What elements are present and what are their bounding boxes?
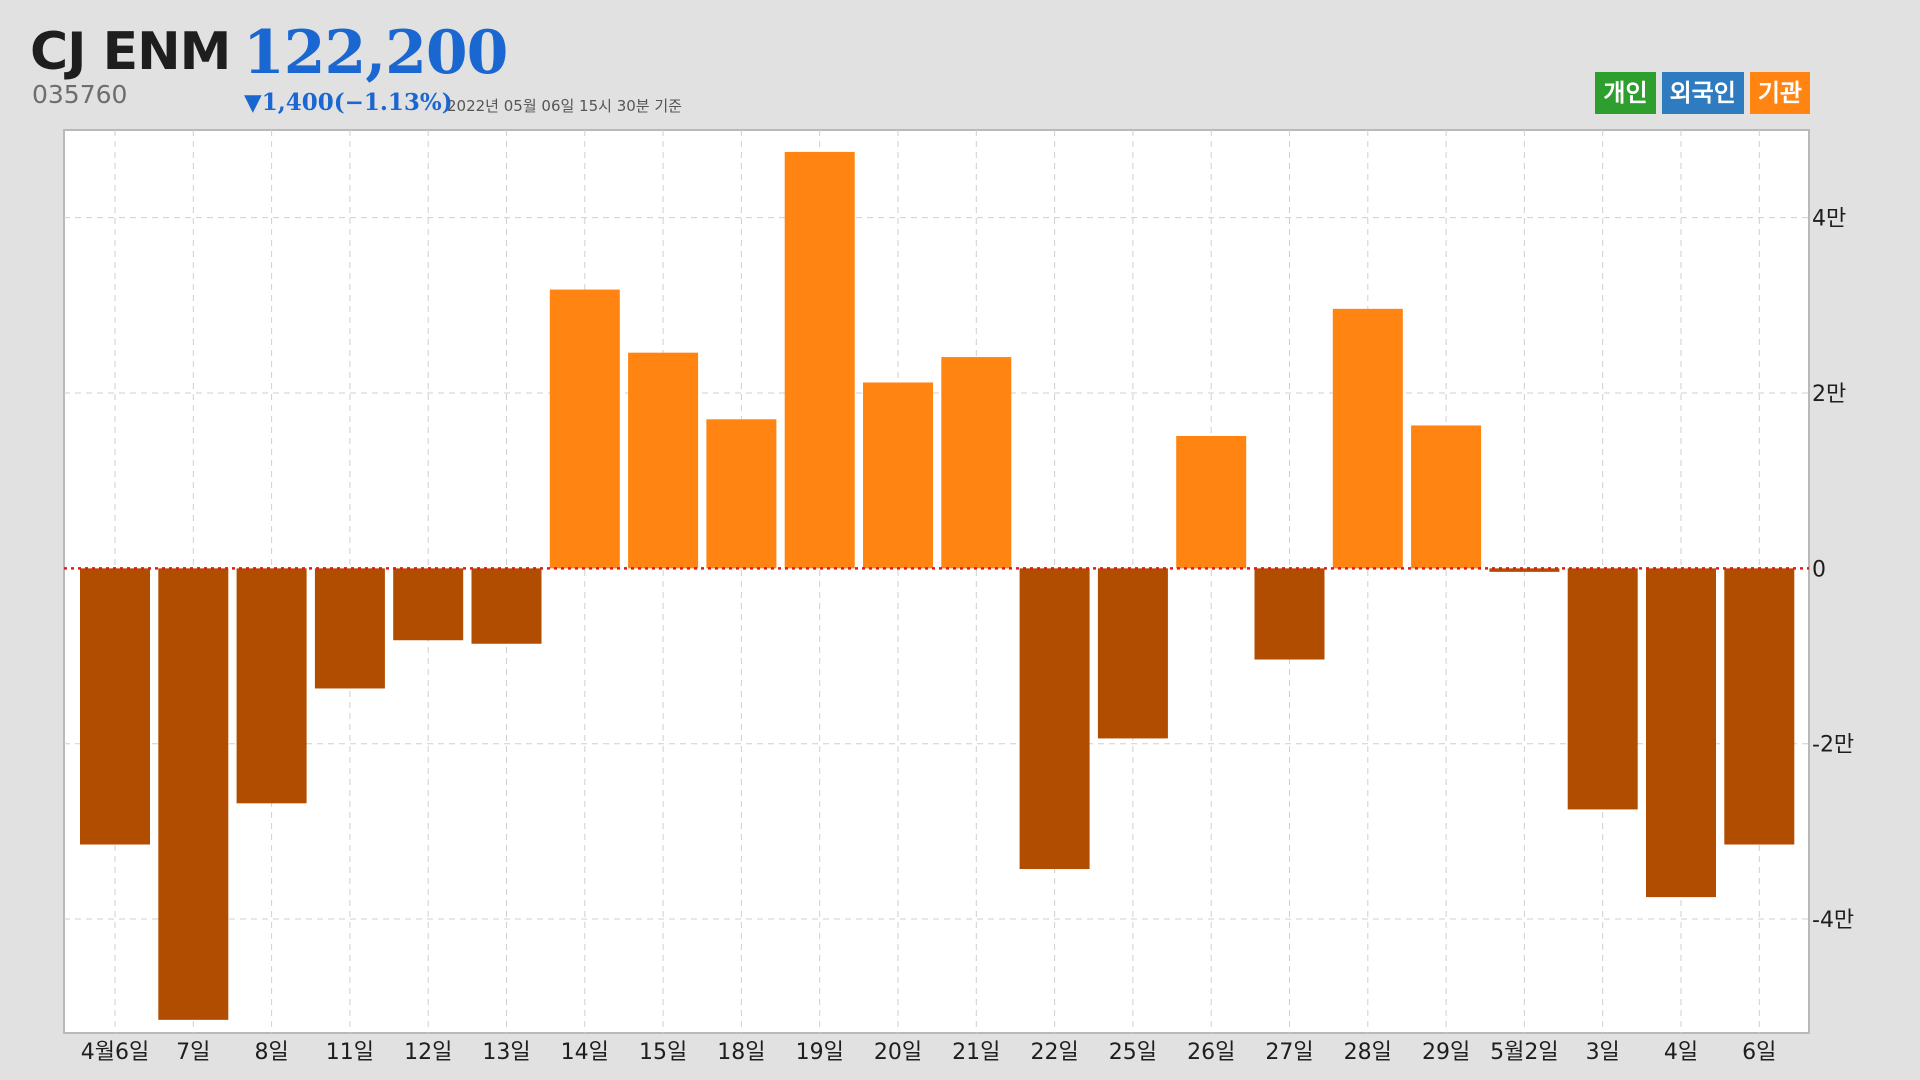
y-tick-label: 0 bbox=[1812, 557, 1826, 582]
legend-foreign[interactable]: 외국인 bbox=[1661, 72, 1744, 114]
bar-12일 bbox=[393, 568, 464, 641]
bar-15일 bbox=[628, 352, 699, 569]
x-tick-label: 7일 bbox=[176, 1040, 210, 1065]
x-tick-label: 6일 bbox=[1742, 1040, 1776, 1065]
x-tick-label: 13일 bbox=[482, 1040, 530, 1065]
stock-name: CJ ENM bbox=[30, 22, 231, 82]
bar-22일 bbox=[1019, 568, 1090, 870]
bar-5월2일 bbox=[1489, 568, 1560, 572]
bar-3일 bbox=[1567, 568, 1638, 810]
x-tick-label: 19일 bbox=[796, 1040, 844, 1065]
x-tick-label: 8일 bbox=[254, 1040, 288, 1065]
bar-6일 bbox=[1724, 568, 1795, 845]
stock-code: 035760 bbox=[32, 80, 128, 109]
x-tick-label: 3일 bbox=[1586, 1040, 1620, 1065]
legend-institution[interactable]: 기관 bbox=[1749, 72, 1810, 114]
bar-19일 bbox=[784, 151, 855, 569]
y-tick-label: -4만 bbox=[1812, 908, 1854, 933]
y-tick-label: 4만 bbox=[1812, 207, 1846, 232]
x-tick-label: 11일 bbox=[326, 1040, 374, 1065]
legend: 개인 외국인 기관 bbox=[1595, 72, 1810, 114]
x-tick-label: 22일 bbox=[1030, 1040, 1078, 1065]
bar-11일 bbox=[314, 568, 385, 689]
x-tick-label: 28일 bbox=[1344, 1040, 1392, 1065]
header: CJ ENM 035760 122,200 ▼1,400(−1.13%) 202… bbox=[0, 0, 1920, 130]
timestamp: 2022년 05월 06일 15시 30분 기준 bbox=[447, 97, 682, 115]
bar-27일 bbox=[1254, 568, 1325, 660]
bar-13일 bbox=[471, 568, 542, 644]
bar-25일 bbox=[1097, 568, 1168, 739]
bar-4월6일 bbox=[80, 568, 150, 845]
stock-price: 122,200 bbox=[243, 18, 508, 88]
y-tick-label: -2만 bbox=[1812, 733, 1854, 758]
legend-individual[interactable]: 개인 bbox=[1595, 72, 1656, 114]
x-tick-label: 5월2일 bbox=[1490, 1040, 1558, 1065]
bar-26일 bbox=[1176, 435, 1247, 569]
bar-8일 bbox=[236, 568, 307, 804]
x-tick-label: 27일 bbox=[1265, 1040, 1313, 1065]
x-tick-label: 20일 bbox=[874, 1040, 922, 1065]
x-tick-label: 15일 bbox=[639, 1040, 687, 1065]
x-tick-label: 4일 bbox=[1664, 1040, 1698, 1065]
bar-18일 bbox=[706, 419, 777, 569]
bar-28일 bbox=[1332, 308, 1403, 569]
y-tick-label: 2만 bbox=[1812, 382, 1846, 407]
x-tick-label: 26일 bbox=[1187, 1040, 1235, 1065]
x-tick-label: 18일 bbox=[717, 1040, 765, 1065]
bar-20일 bbox=[863, 382, 933, 569]
x-tick-label: 12일 bbox=[404, 1040, 452, 1065]
price-change: ▼1,400(−1.13%) bbox=[244, 89, 453, 116]
bar-29일 bbox=[1411, 425, 1482, 569]
bar-7일 bbox=[158, 568, 229, 1020]
x-tick-label: 25일 bbox=[1109, 1040, 1157, 1065]
x-tick-label: 14일 bbox=[561, 1040, 609, 1065]
x-tick-label: 29일 bbox=[1422, 1040, 1470, 1065]
x-tick-label: 21일 bbox=[952, 1040, 1000, 1065]
bar-21일 bbox=[941, 357, 1012, 569]
bar-4일 bbox=[1646, 568, 1716, 898]
bar-14일 bbox=[549, 289, 620, 569]
x-tick-label: 4월6일 bbox=[81, 1040, 149, 1065]
